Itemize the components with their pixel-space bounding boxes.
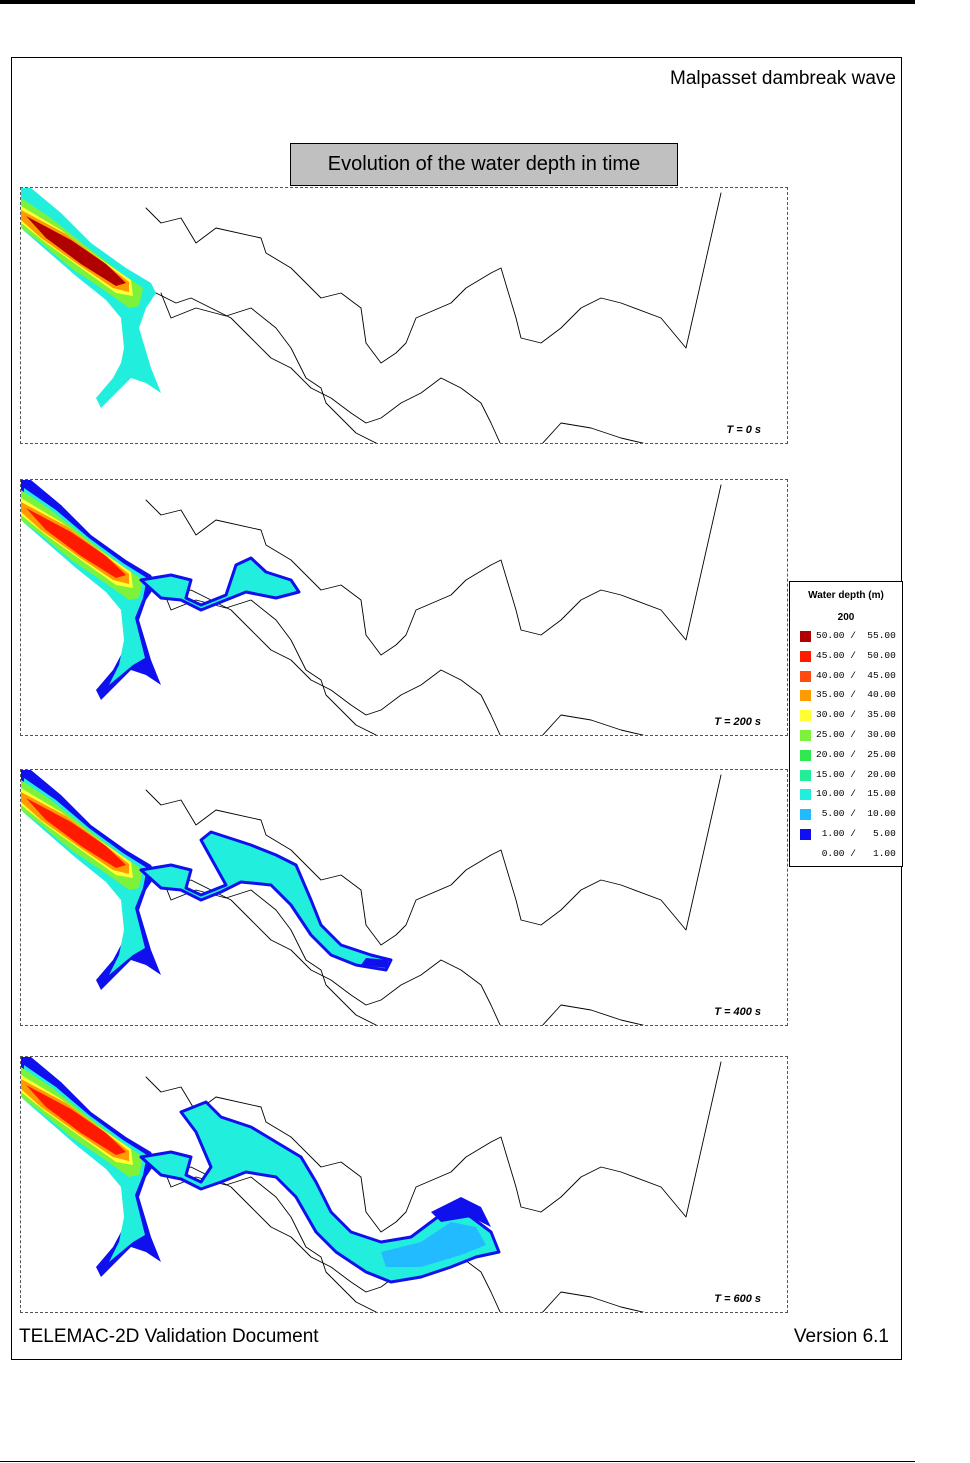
legend-range: 45.00 / 50.00 — [816, 649, 896, 661]
legend-range: 20.00 / 25.00 — [816, 748, 896, 760]
legend-range: 40.00 / 45.00 — [816, 669, 896, 681]
legend-item: 40.00 / 45.00 — [800, 670, 900, 684]
flood-front — [381, 1222, 486, 1267]
valley-outline — [145, 774, 722, 946]
valley-outline — [542, 1291, 645, 1312]
legend-swatch — [800, 789, 811, 801]
reservoir-core — [26, 1085, 126, 1155]
panel-t600: T = 600 s — [20, 1056, 788, 1313]
panel-t200: T = 200 s — [20, 479, 788, 736]
legend-swatch — [800, 730, 811, 741]
legend-swatch — [800, 809, 811, 821]
top-rule — [0, 0, 915, 4]
valley-outline — [145, 192, 722, 364]
legend-swatch — [800, 848, 811, 860]
legend-range: 5.00 / 10.00 — [816, 808, 896, 820]
time-label-t200: T = 200 s — [714, 716, 761, 728]
legend-item: 20.00 / 25.00 — [800, 749, 900, 763]
valley-outline — [160, 584, 377, 735]
legend-swatch — [800, 650, 811, 662]
time-label-t0: T = 0 s — [726, 424, 761, 436]
legend-swatch — [800, 690, 811, 702]
figure-subtitle: Evolution of the water depth in time — [290, 143, 678, 186]
panel-t400: T = 400 s — [20, 769, 788, 1026]
legend-swatch — [800, 710, 811, 722]
legend-range: 30.00 / 35.00 — [816, 709, 896, 721]
legend-subtitle: 200 — [837, 612, 855, 623]
legend-item: 45.00 / 50.00 — [800, 650, 900, 664]
time-label-t400: T = 400 s — [714, 1006, 761, 1018]
legend-swatch — [800, 829, 811, 840]
flood-wave — [139, 830, 393, 972]
legend-swatch — [800, 769, 811, 781]
legend-item: 5.00 / 10.00 — [800, 808, 900, 822]
legend-item: 1.00 / 5.00 — [800, 828, 900, 842]
legend-range: 10.00 / 15.00 — [816, 788, 896, 800]
depth-map-t400 — [21, 770, 722, 1025]
legend-item: 25.00 / 30.00 — [800, 729, 900, 743]
reservoir-core — [26, 508, 126, 578]
legend-item: 35.00 / 40.00 — [800, 689, 900, 703]
legend-swatch — [800, 749, 811, 761]
valley-outline — [160, 292, 377, 443]
reservoir-core — [26, 216, 126, 286]
legend-range: 50.00 / 55.00 — [816, 630, 896, 641]
depth-legend: Water depth (m) 200 50.00 / 55.00 45.00 /… — [789, 581, 903, 867]
legend-item: 0.00 / 1.00 — [800, 848, 900, 862]
valley-outline — [145, 484, 722, 656]
legend-range: 0.00 / 1.00 — [816, 847, 896, 859]
figure-title: Malpasset dambreak wave — [670, 68, 896, 89]
legend-item: 15.00 / 20.00 — [800, 769, 900, 783]
legend-title: Water depth (m) — [808, 590, 884, 601]
valley-outline — [542, 1004, 645, 1025]
legend-item: 30.00 / 35.00 — [800, 709, 900, 723]
depth-map-t600 — [21, 1057, 722, 1312]
legend-range: 1.00 / 5.00 — [816, 828, 896, 839]
panel-t0: T = 0 s — [20, 187, 788, 444]
document-title: TELEMAC-2D Validation Document — [19, 1326, 319, 1347]
flood-front-deep — [431, 1197, 491, 1227]
valley-outline — [542, 714, 645, 735]
flood-wave — [139, 556, 301, 612]
document-version: Version 6.1 — [793, 1326, 889, 1347]
flood-front-deep — [361, 958, 389, 968]
valley-outline — [160, 1161, 377, 1312]
depth-map-t0 — [21, 188, 722, 443]
valley-outline — [145, 1061, 722, 1233]
depth-map-t200 — [21, 480, 722, 735]
bottom-rule — [0, 1461, 915, 1462]
legend-swatch — [800, 631, 811, 642]
time-label-t600: T = 600 s — [714, 1293, 761, 1305]
legend-range: 35.00 / 40.00 — [816, 689, 896, 701]
valley-outline — [160, 874, 377, 1025]
reservoir-core — [26, 798, 126, 868]
legend-swatch — [800, 670, 811, 682]
legend-item: 50.00 / 55.00 — [800, 630, 900, 644]
valley-outline — [542, 422, 645, 443]
legend-item: 10.00 / 15.00 — [800, 788, 900, 802]
legend-range: 15.00 / 20.00 — [816, 768, 896, 780]
legend-range: 25.00 / 30.00 — [816, 729, 896, 740]
